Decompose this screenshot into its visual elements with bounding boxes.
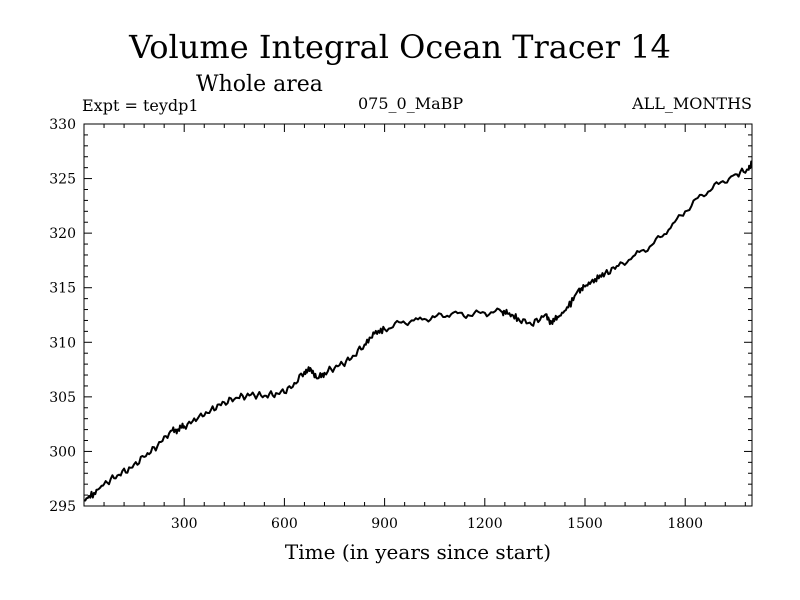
series-line: [84, 160, 753, 502]
run-label: 075_0_MaBP: [358, 94, 464, 113]
y-tick-label: 320: [49, 226, 76, 242]
y-tick-label: 300: [49, 444, 76, 460]
chart-subtitle: Whole area: [196, 72, 323, 97]
x-axis-label: Time (in years since start): [284, 540, 552, 564]
chart-title: Volume Integral Ocean Tracer 14: [129, 28, 671, 66]
axis-tick-labels: 300 600 900 1200 1500 1800 295 300 305 310 315 320 3…: [49, 117, 703, 532]
experiment-label: Expt = teydp1: [82, 96, 199, 115]
x-tick-label: 600: [271, 516, 298, 532]
y-tick-label: 310: [49, 335, 76, 351]
x-tick-label: 900: [371, 516, 398, 532]
x-tick-label: 1500: [567, 516, 603, 532]
months-label: ALL_MONTHS: [632, 94, 752, 113]
y-tick-label: 330: [49, 117, 76, 133]
plot-frame: [83, 123, 753, 507]
axis-ticks: [84, 124, 752, 506]
y-tick-label: 315: [49, 281, 76, 297]
x-tick-label: 300: [171, 516, 198, 532]
x-tick-label: 1200: [467, 516, 503, 532]
y-tick-label: 305: [49, 390, 76, 406]
y-tick-label: 325: [49, 172, 76, 188]
x-tick-label: 1800: [667, 516, 703, 532]
y-tick-label: 295: [49, 499, 76, 515]
